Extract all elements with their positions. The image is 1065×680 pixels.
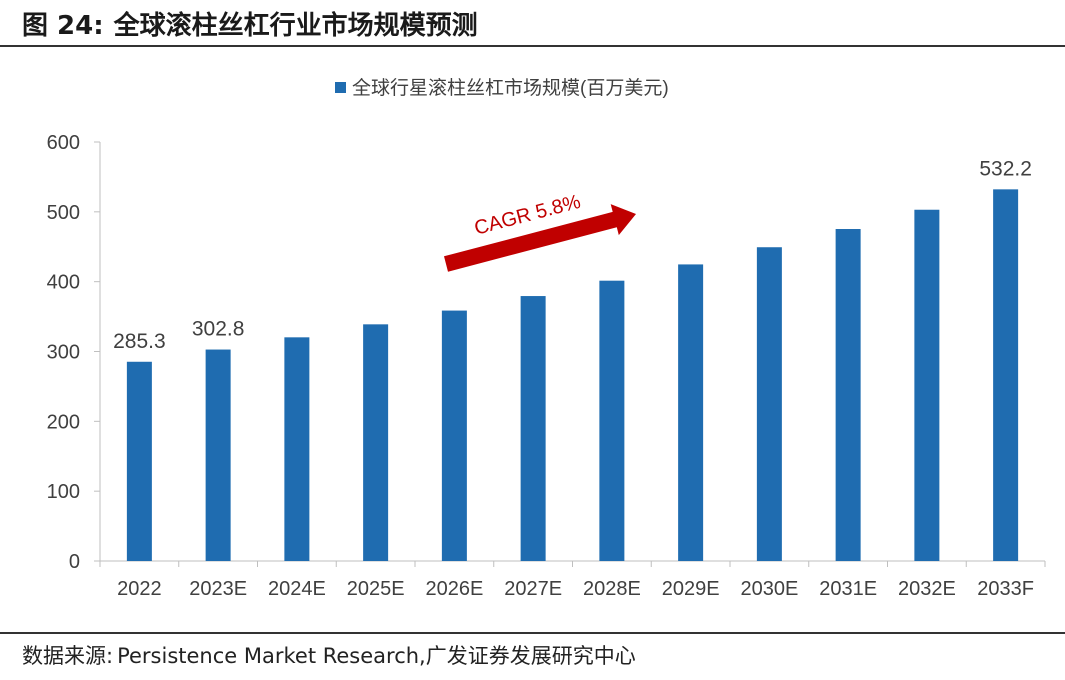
- y-tick-label: 0: [69, 551, 80, 573]
- bar-2031E: [835, 229, 861, 561]
- bars: [126, 189, 1019, 562]
- source-note: 数据来源: Persistence Market Research,广发证券发展研…: [22, 640, 636, 670]
- bar-chart: 全球行星滚柱丝杠市场规模(百万美元) 0 100 200 300 400 500 600 2…: [47, 77, 1046, 600]
- source-text: Persistence Market Research,广发证券发展研究中心: [117, 644, 636, 668]
- x-tick-label: 2022: [117, 578, 162, 600]
- bar-2028E: [599, 280, 625, 561]
- x-tick-label: 2023E: [189, 578, 247, 600]
- header-divider: [0, 45, 1065, 47]
- data-label-2023E: 302.8: [192, 318, 245, 341]
- data-labels: 285.3 302.8 532.2: [113, 157, 1032, 352]
- figure-header: 图 24: 全球滚柱丝杠行业市场规模预测: [22, 4, 478, 42]
- x-tick-label: 2033F: [977, 578, 1034, 600]
- legend-label: 全球行星滚柱丝杠市场规模(百万美元): [352, 77, 669, 99]
- x-tick-label: 2027E: [504, 578, 562, 600]
- x-tick-label: 2029E: [662, 578, 720, 600]
- bar-2027E: [520, 296, 546, 561]
- bar-2033F: [993, 189, 1019, 562]
- y-tick-label: 100: [47, 481, 80, 503]
- source-prefix: 数据来源:: [22, 644, 114, 668]
- x-tick-label: 2028E: [583, 578, 641, 600]
- bar-2029E: [678, 264, 704, 561]
- x-tick-label: 2031E: [819, 578, 877, 600]
- bar-2023E: [205, 349, 231, 561]
- bar-2026E: [441, 310, 467, 561]
- data-label-2033F: 532.2: [979, 157, 1032, 180]
- y-tick-label: 500: [47, 202, 80, 224]
- legend-swatch: [335, 82, 346, 93]
- bar-2025E: [363, 324, 389, 561]
- y-tick-label: 200: [47, 411, 80, 433]
- x-axis: 2022 2023E 2024E 2025E 2026E 2027E 2028E 2029E 2…: [99, 560, 1046, 600]
- y-axis: 0 100 200 300 400 500 600: [47, 132, 101, 573]
- y-tick-label: 400: [47, 272, 80, 294]
- cagr-arrow: [444, 204, 636, 272]
- footer-divider: [0, 632, 1065, 634]
- x-tick-label: 2030E: [740, 578, 798, 600]
- chart-legend: 全球行星滚柱丝杠市场规模(百万美元): [335, 77, 669, 99]
- cagr-annotation: CAGR 5.8%: [444, 191, 636, 272]
- bar-2024E: [284, 337, 310, 561]
- data-label-2022: 285.3: [113, 330, 166, 353]
- bar-2022: [126, 361, 152, 561]
- x-tick-label: 2024E: [268, 578, 326, 600]
- bar-2030E: [756, 247, 782, 561]
- y-tick-label: 600: [47, 132, 80, 154]
- x-tick-label: 2025E: [347, 578, 405, 600]
- y-tick-label: 300: [47, 342, 80, 364]
- x-tick-label: 2026E: [425, 578, 483, 600]
- figure-label: 图 24:: [22, 10, 104, 41]
- x-tick-label: 2032E: [898, 578, 956, 600]
- bar-2032E: [914, 209, 940, 561]
- figure-title: 全球滚柱丝杠行业市场规模预测: [113, 10, 478, 41]
